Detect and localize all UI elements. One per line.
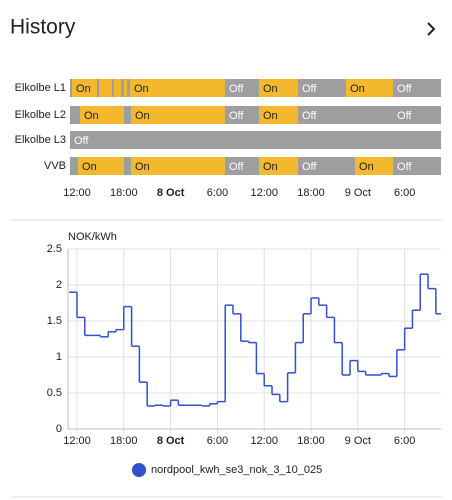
state-label: On	[82, 161, 97, 173]
state-segment	[127, 79, 130, 97]
state-label: On	[359, 161, 374, 173]
state-segment	[393, 157, 441, 175]
x-tick-label: 18:00	[110, 435, 138, 447]
x-tick-label: 12:00	[250, 187, 278, 199]
x-tick-label: 12:00	[250, 435, 278, 447]
y-tick-label: 1	[56, 351, 62, 363]
x-tick-label: 9 Oct	[345, 435, 371, 447]
state-label: Off	[229, 83, 244, 95]
row-label: Elkolbe L3	[15, 134, 66, 146]
x-tick-label: 6:00	[207, 435, 228, 447]
state-label: On	[76, 83, 91, 95]
state-segment	[298, 157, 356, 175]
state-label: Off	[397, 110, 412, 122]
state-label: On	[350, 83, 365, 95]
state-segment	[355, 157, 394, 175]
state-segment	[131, 157, 225, 175]
state-label: On	[263, 161, 278, 173]
state-label: On	[263, 83, 278, 95]
state-segment	[224, 106, 260, 124]
state-segment	[123, 157, 132, 175]
state-label: Off	[397, 161, 412, 173]
row-label: Elkolbe L1	[15, 82, 66, 94]
state-segment	[99, 79, 112, 97]
card-title: History	[10, 16, 76, 39]
state-segment	[298, 79, 347, 97]
state-segment	[224, 157, 260, 175]
state-segment	[298, 106, 394, 124]
state-segment	[259, 106, 299, 124]
state-segment	[259, 157, 299, 175]
state-segment	[70, 79, 73, 97]
state-segment	[224, 79, 260, 97]
x-tick-label: 6:00	[394, 435, 415, 447]
x-tick-label: 18:00	[297, 435, 325, 447]
state-segment	[123, 106, 132, 124]
x-tick-label: 12:00	[63, 187, 91, 199]
state-label: Off	[302, 161, 317, 173]
state-segment	[121, 79, 124, 97]
y-tick-label: 2.5	[47, 243, 62, 255]
state-segment	[129, 79, 225, 97]
state-segment	[131, 106, 225, 124]
row-label: VVB	[44, 160, 66, 172]
legend-label: nordpool_kwh_se3_nok_3_10_025	[151, 464, 322, 476]
y-axis-label: NOK/kWh	[68, 231, 117, 243]
state-segment	[79, 106, 124, 124]
state-segment	[72, 79, 97, 97]
state-segment	[70, 131, 441, 149]
x-tick-label: 6:00	[394, 187, 415, 199]
y-tick-label: 0.5	[47, 387, 62, 399]
state-label: Off	[74, 135, 89, 147]
state-segment	[393, 106, 441, 124]
y-tick-label: 1.5	[47, 315, 62, 327]
state-segment	[78, 157, 124, 175]
state-segment	[70, 157, 79, 175]
y-tick-label: 2	[56, 279, 62, 291]
more-chevron[interactable]	[427, 22, 436, 36]
state-segment	[111, 79, 114, 97]
row-label: Elkolbe L2	[15, 109, 66, 121]
x-tick-label: 18:00	[297, 187, 325, 199]
state-segment	[259, 79, 299, 97]
legend-swatch	[132, 463, 146, 477]
x-tick-label: 6:00	[207, 187, 228, 199]
state-label: Off	[229, 110, 244, 122]
state-segment	[96, 79, 100, 97]
x-tick-label: 8 Oct	[157, 187, 185, 199]
x-tick-label: 8 Oct	[157, 435, 185, 447]
state-label: Off	[397, 83, 412, 95]
state-label: Off	[302, 110, 317, 122]
state-label: On	[135, 161, 150, 173]
state-label: On	[134, 83, 149, 95]
x-tick-label: 9 Oct	[345, 187, 371, 199]
state-label: On	[135, 110, 150, 122]
y-tick-label: 0	[56, 423, 62, 435]
state-segment	[346, 79, 394, 97]
x-tick-label: 12:00	[63, 435, 91, 447]
state-segment	[113, 79, 122, 97]
state-label: Off	[302, 83, 317, 95]
state-segment	[70, 106, 80, 124]
state-label: On	[263, 110, 278, 122]
state-segment	[123, 79, 128, 97]
state-label: On	[84, 110, 99, 122]
state-segment	[393, 79, 441, 97]
state-label: Off	[229, 161, 244, 173]
x-tick-label: 18:00	[110, 187, 138, 199]
